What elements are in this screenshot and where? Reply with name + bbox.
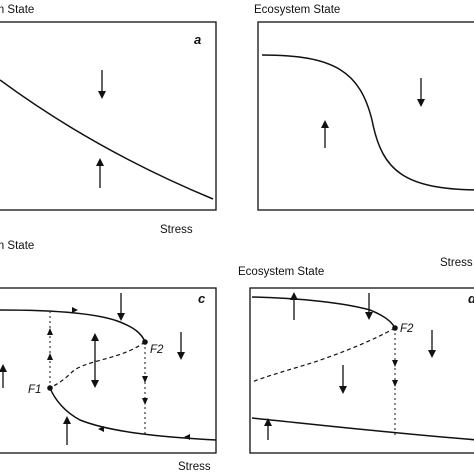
panel-d: Ecosystem State d F2 <box>238 266 474 454</box>
panel-b-x-label: Stress <box>440 257 473 269</box>
panel-a-x-label: Stress <box>160 224 193 236</box>
panel-c-lower-branch-right-direction <box>184 434 190 440</box>
panel-b: Ecosystem State Stress <box>254 4 474 269</box>
panel-b-frame <box>257 21 474 211</box>
panel-d-f2-jump-arrow-1 <box>392 360 398 367</box>
panel-c-f2-label: F2 <box>150 344 164 356</box>
panel-c-upper-stable-branch <box>0 309 146 343</box>
panel-d-y-label: Ecosystem State <box>238 266 324 278</box>
panel-d-f2-jump-arrow-2 <box>392 380 398 387</box>
panel-d-lower-stable-branch <box>251 417 474 441</box>
panel-d-frame <box>249 287 474 454</box>
panel-c-unstable-branch <box>49 341 146 389</box>
panel-c-upper-branch-direction <box>72 307 78 313</box>
panel-c-letter: c <box>198 291 206 306</box>
panel-c-frame <box>0 287 217 454</box>
panel-a-letter: a <box>194 32 201 47</box>
panel-c-lower-branch-left-direction <box>98 426 104 432</box>
panel-c-lower-stable-branch <box>49 387 217 441</box>
panel-b-y-label: Ecosystem State <box>254 4 340 16</box>
panel-a-y-label: Ecosystem State <box>0 4 34 16</box>
panel-c-f1-jump-arrow-1 <box>47 353 53 360</box>
panel-d-letter: d <box>468 291 474 306</box>
panel-d-upper-stable-branch <box>251 296 396 329</box>
panel-c-x-label: Stress <box>178 461 211 473</box>
panel-a: Ecosystem State a Stress <box>0 4 217 236</box>
panel-a-state-curve <box>0 79 214 200</box>
panel-c: Ecosystem State c F2 F1 Stress <box>0 240 217 473</box>
panel-d-f2-label: F2 <box>400 323 414 335</box>
panel-a-frame <box>0 21 217 211</box>
panel-c-f2-jump-arrow-2 <box>142 398 148 405</box>
panel-c-f2-jump-arrow-1 <box>142 376 148 383</box>
panel-d-unstable-branch <box>251 327 396 383</box>
panel-c-y-label: Ecosystem State <box>0 240 34 252</box>
panel-b-state-curve <box>261 54 474 191</box>
panel-c-f1-label: F1 <box>28 384 41 396</box>
panel-c-f1-jump-arrow-2 <box>47 328 53 335</box>
